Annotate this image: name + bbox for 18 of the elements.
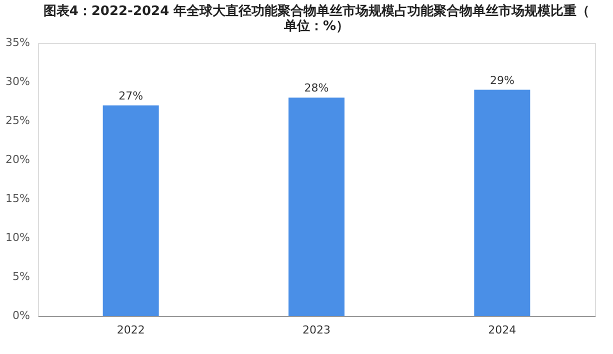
data-label: 28% [304,82,329,95]
y-tick-label: 30% [6,75,30,88]
bar [474,90,530,316]
bar [102,105,159,316]
y-tick-label: 15% [6,192,30,205]
y-tick-label: 20% [6,153,30,166]
y-tick-label: 25% [6,114,30,127]
bar [288,98,344,316]
y-tick-label: 35% [6,36,30,49]
x-tick-label: 2022 [116,324,145,336]
x-tick-label: 2024 [488,324,516,336]
data-label: 29% [490,74,514,87]
y-tick-label: 5% [12,270,30,283]
y-tick-label: 10% [6,231,30,244]
y-tick-label: 0% [12,309,30,322]
x-tick-label: 2023 [302,324,330,336]
data-label: 27% [118,89,144,102]
chart-title: 图表4：2022-2024 年全球大直径功能聚合物单丝市场规模占功能聚合物单丝市场规模比重（单位：%） [43,3,590,34]
